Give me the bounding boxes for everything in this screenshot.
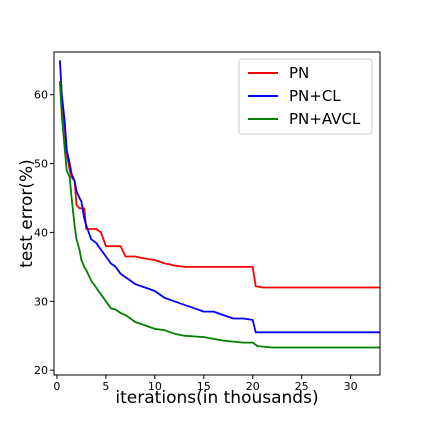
- series-line-pn: [59, 80, 380, 289]
- y-tick-label: 40: [34, 226, 48, 239]
- legend-box: [238, 58, 373, 135]
- x-tick-label: 30: [344, 380, 358, 393]
- series-layer: [59, 60, 380, 349]
- plot-area-frame: [53, 51, 381, 376]
- legend-label: PN+CL: [289, 87, 341, 105]
- x-tick-label: 25: [295, 380, 309, 393]
- axis-ticks: 0 5 10 15 20 25 30 20 30 40 50 60: [34, 89, 358, 393]
- y-tick-label: 60: [34, 89, 48, 102]
- x-tick-label: 0: [53, 380, 60, 393]
- series-line-pn-avcl: [59, 80, 380, 349]
- x-tick-label: 10: [148, 380, 162, 393]
- y-tick-label: 50: [34, 158, 48, 171]
- y-axis-title: test error(%): [17, 159, 37, 268]
- y-tick-label: 30: [34, 295, 48, 308]
- legend-label: PN+AVCL: [289, 110, 361, 128]
- y-tick-label: 20: [34, 364, 48, 377]
- legend: PN PN+CL PN+AVCL: [238, 58, 373, 135]
- x-tick-label: 15: [197, 380, 211, 393]
- x-axis-title: iterations(in thousands): [115, 388, 318, 408]
- legend-label: PN: [289, 64, 309, 82]
- x-tick-label: 5: [102, 380, 109, 393]
- x-tick-label: 20: [246, 380, 260, 393]
- series-line-pn-cl: [59, 60, 380, 334]
